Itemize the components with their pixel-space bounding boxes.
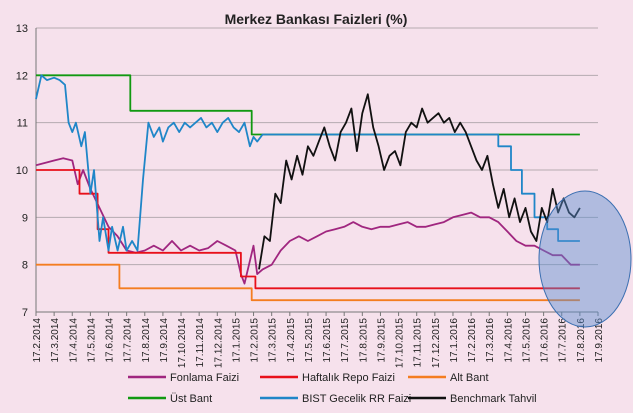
x-tick-label: 17.3.2014 [50,318,61,363]
x-tick-label: 17.8.2014 [141,318,152,363]
legend: Fonlama Faizi Haftalık Repo Faizi Alt Bant… [128,372,537,405]
x-tick-label: 17.5.2015 [304,318,315,363]
x-tick-label: 17.5.2016 [521,318,532,363]
x-tick-label: 17.5.2014 [86,318,97,363]
x-tick-label: 17.9.2014 [159,318,170,363]
legend-label: Haftalık Repo Faizi [302,372,395,384]
series-line-benchmark-tahvil [258,93,581,270]
y-tick-label: 7 [22,307,28,319]
x-tick-label: 17.6.2015 [322,318,333,363]
series-line-alt-bant [36,263,580,302]
x-tick-label: 17.3.2016 [485,318,496,363]
y-tick-label: 10 [16,165,28,177]
x-tick-label: 17.3.2015 [268,318,279,363]
series-line-fonlama-faizi [35,157,580,285]
chart-title: Merkez Bankası Faizleri (%) [225,11,408,27]
x-tick-label: 17.10.2015 [395,318,406,368]
x-tick-label: 17.10.2014 [177,318,188,368]
x-tick-label: 17.8.2015 [358,318,369,363]
legend-label: Alt Bant [450,372,489,384]
x-tick-label: 17.12.2014 [213,318,224,368]
x-tick-label: 17.4.2015 [286,318,297,363]
legend-label: Benchmark Tahvil [450,393,537,405]
highlight-ellipse [538,190,632,328]
x-tick-label: 17.2.2015 [250,318,261,363]
x-tick-label: 17.7.2015 [340,318,351,363]
y-tick-label: 13 [16,23,28,35]
x-tick-label: 17.11.2014 [195,318,206,368]
x-tick-label: 17.1.2015 [231,318,242,363]
x-tick-label: 17.1.2016 [449,318,460,363]
legend-label: BIST Gecelik RR Faizi [302,393,411,405]
x-tick-label: 17.9.2016 [594,318,605,363]
series-lines [35,74,581,302]
x-tick-label: 17.6.2014 [105,318,116,363]
x-tick-label: 17.12.2015 [431,318,442,368]
y-tick-label: 11 [17,118,28,130]
x-tick-label: 17.7.2014 [123,318,134,363]
legend-label: Üst Bant [170,393,212,405]
series-line-bist-gecelik-rr-faizi [35,74,580,252]
x-tick-label: 17.8.2016 [576,318,587,363]
x-tick-label: 17.2.2016 [467,318,478,363]
y-tick-label: 12 [16,70,28,82]
x-tick-label: 17.2.2014 [32,318,43,363]
x-tick-label: 17.11.2015 [413,318,424,368]
x-tick-label: 17.6.2016 [540,318,551,363]
x-tick-label: 17.4.2014 [68,318,79,363]
series-line-haftal-k-repo-faizi [36,169,580,290]
x-tick-label: 17.4.2016 [503,318,514,363]
y-tick-label: 9 [22,212,28,224]
axes: 7 8 9 10 11 12 13 17.2.2014 17.3.2014 17.4.2014 17… [16,23,605,368]
legend-label: Fonlama Faizi [170,372,239,384]
y-tick-label: 8 [22,260,28,272]
x-tick-label: 17.9.2015 [376,318,387,363]
x-tick-label: 17.7.2016 [558,318,569,363]
